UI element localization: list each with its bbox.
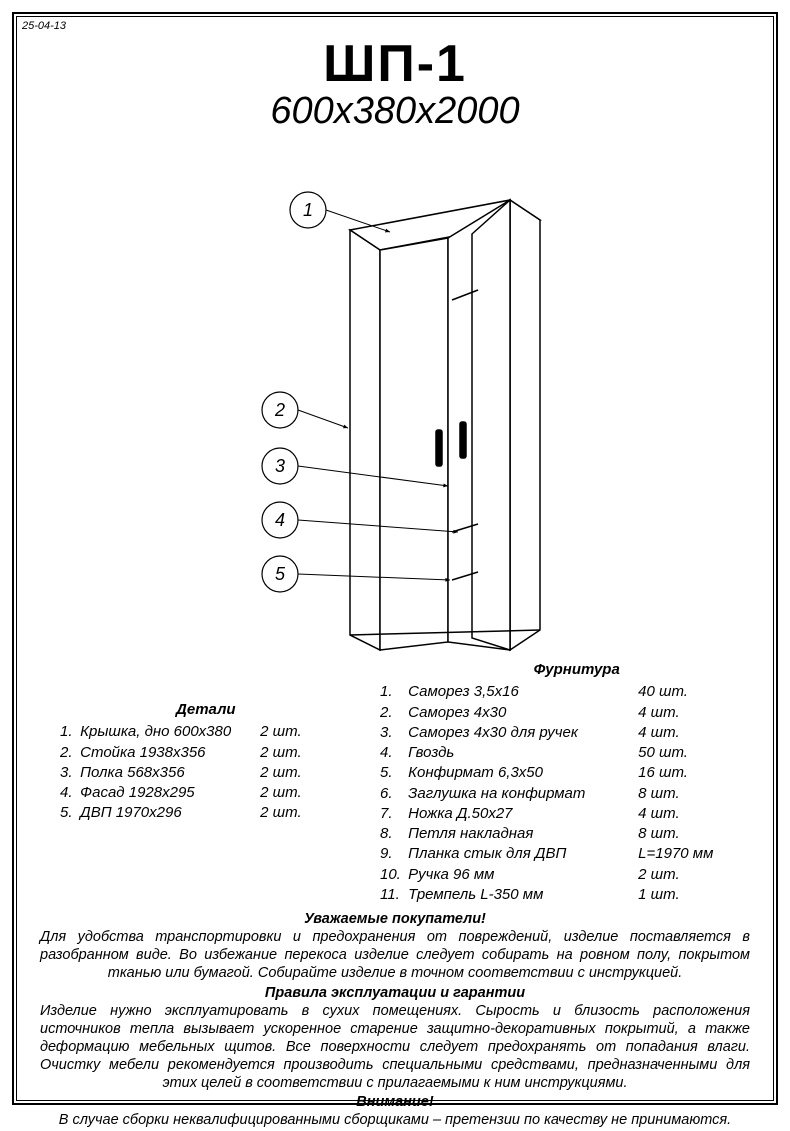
hardware-num: 9. <box>380 844 404 864</box>
hardware-qty: 4 шт. <box>638 703 679 723</box>
hardware-row: 4. Гвоздь50 шт. <box>380 743 713 763</box>
svg-text:3: 3 <box>275 456 285 476</box>
details-qty: 2 шт. <box>260 743 301 763</box>
hardware-name: Петля накладная <box>408 824 638 844</box>
details-num: 1. <box>60 722 76 742</box>
details-name: ДВП 1970х296 <box>80 803 260 823</box>
hardware-row: 7. Ножка Д.50х274 шт. <box>380 804 713 824</box>
notes-heading-2: Правила эксплуатации и гарантии <box>40 984 750 1002</box>
hardware-row: 2. Саморез 4х304 шт. <box>380 703 713 723</box>
hardware-name: Тремпель L-350 мм <box>408 885 638 905</box>
details-row: 1. Крышка, дно 600х3802 шт. <box>60 722 302 742</box>
hardware-qty: 2 шт. <box>638 865 679 885</box>
hardware-num: 6. <box>380 784 404 804</box>
hardware-table: Фурнитура 1. Саморез 3,5х1640 шт.2. Само… <box>380 660 713 905</box>
notes-block: Уважаемые покупатели! Для удобства транс… <box>40 910 750 1131</box>
details-row: 3. Полка 568х3562 шт. <box>60 763 302 783</box>
hardware-name: Саморез 3,5х16 <box>408 682 638 702</box>
hardware-num: 11. <box>380 885 404 905</box>
hardware-qty: 40 шт. <box>638 682 688 702</box>
details-num: 3. <box>60 763 76 783</box>
svg-text:5: 5 <box>275 564 286 584</box>
hardware-qty: 4 шт. <box>638 804 679 824</box>
hardware-name: Заглушка на конфирмат <box>408 784 638 804</box>
hardware-qty: 8 шт. <box>638 824 679 844</box>
notes-heading-1: Уважаемые покупатели! <box>40 910 750 928</box>
hardware-num: 8. <box>380 824 404 844</box>
svg-text:2: 2 <box>274 400 285 420</box>
document-date: 25-04-13 <box>22 20 66 32</box>
hardware-num: 5. <box>380 763 404 783</box>
hardware-num: 2. <box>380 703 404 723</box>
hardware-row: 10. Ручка 96 мм2 шт. <box>380 865 713 885</box>
details-qty: 2 шт. <box>260 803 301 823</box>
hardware-num: 7. <box>380 804 404 824</box>
hardware-row: 1. Саморез 3,5х1640 шт. <box>380 682 713 702</box>
details-name: Стойка 1938х356 <box>80 743 260 763</box>
hardware-name: Гвоздь <box>408 743 638 763</box>
details-row: 5. ДВП 1970х2962 шт. <box>60 803 302 823</box>
hardware-name: Ножка Д.50х27 <box>408 804 638 824</box>
hardware-qty: 16 шт. <box>638 763 688 783</box>
details-num: 2. <box>60 743 76 763</box>
hardware-name: Саморез 4х30 <box>408 703 638 723</box>
details-header: Детали <box>60 700 302 720</box>
details-table: Детали 1. Крышка, дно 600х3802 шт.2. Сто… <box>60 700 302 824</box>
notes-para-3: В случае сборки неквалифицированными сбо… <box>40 1111 750 1129</box>
hardware-qty: 1 шт. <box>638 885 679 905</box>
hardware-name: Конфирмат 6,3х50 <box>408 763 638 783</box>
details-num: 4. <box>60 783 76 803</box>
hardware-row: 11. Тремпель L-350 мм1 шт. <box>380 885 713 905</box>
hardware-num: 4. <box>380 743 404 763</box>
hardware-num: 1. <box>380 682 404 702</box>
details-row: 2. Стойка 1938х3562 шт. <box>60 743 302 763</box>
svg-text:1: 1 <box>303 200 313 220</box>
notes-para-1: Для удобства транспортировки и предохран… <box>40 928 750 982</box>
product-name: ШП-1 <box>0 34 790 94</box>
hardware-qty: 8 шт. <box>638 784 679 804</box>
hardware-qty: 50 шт. <box>638 743 688 763</box>
hardware-row: 3. Саморез 4х30 для ручек4 шт. <box>380 723 713 743</box>
details-row: 4. Фасад 1928х2952 шт. <box>60 783 302 803</box>
hardware-row: 5. Конфирмат 6,3х5016 шт. <box>380 763 713 783</box>
hardware-row: 9. Планка стык для ДВПL=1970 мм <box>380 844 713 864</box>
hardware-header: Фурнитура <box>380 660 713 680</box>
svg-text:4: 4 <box>275 510 285 530</box>
hardware-num: 10. <box>380 865 404 885</box>
details-name: Фасад 1928х295 <box>80 783 260 803</box>
hardware-name: Планка стык для ДВП <box>408 844 638 864</box>
hardware-row: 6. Заглушка на конфирмат8 шт. <box>380 784 713 804</box>
details-qty: 2 шт. <box>260 722 301 742</box>
notes-heading-3: Внимание! <box>40 1093 750 1111</box>
details-qty: 2 шт. <box>260 763 301 783</box>
details-name: Крышка, дно 600х380 <box>80 722 260 742</box>
hardware-num: 3. <box>380 723 404 743</box>
details-qty: 2 шт. <box>260 783 301 803</box>
notes-para-2: Изделие нужно эксплуатировать в сухих по… <box>40 1002 750 1093</box>
hardware-qty: L=1970 мм <box>638 844 713 864</box>
hardware-row: 8. Петля накладная8 шт. <box>380 824 713 844</box>
title-block: ШП-1 600x380x2000 <box>0 34 790 133</box>
hardware-name: Ручка 96 мм <box>408 865 638 885</box>
hardware-qty: 4 шт. <box>638 723 679 743</box>
details-name: Полка 568х356 <box>80 763 260 783</box>
details-num: 5. <box>60 803 76 823</box>
hardware-name: Саморез 4х30 для ручек <box>408 723 638 743</box>
cabinet-diagram: 1 2 3 4 5 <box>200 190 600 660</box>
product-dimensions: 600x380x2000 <box>0 90 790 133</box>
